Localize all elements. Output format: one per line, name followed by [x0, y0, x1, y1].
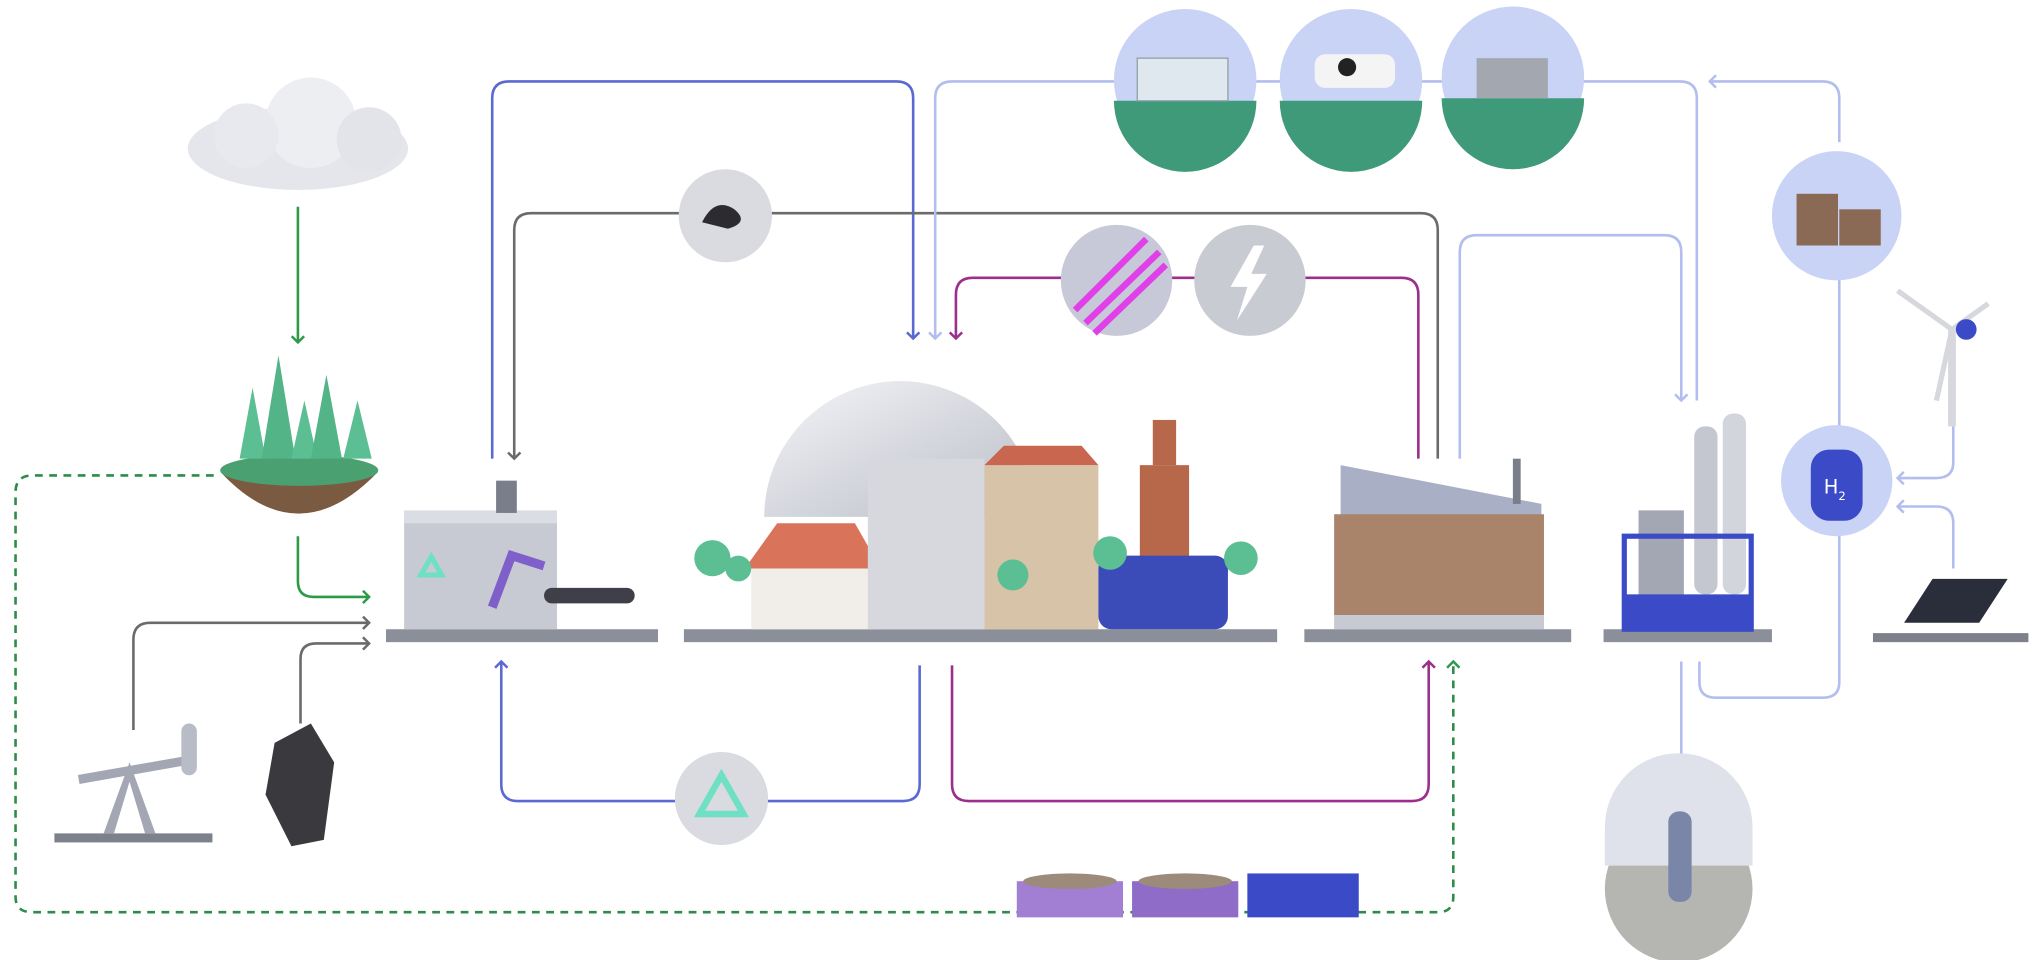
flow-arrow: [298, 536, 369, 597]
flow-arrow: [1710, 81, 1840, 142]
circular-economy-diagram: H2: [0, 0, 2031, 960]
flow-arrow: [1898, 506, 1954, 568]
cloud: [188, 78, 408, 190]
flow-arrow: [1460, 235, 1681, 459]
flow-arrow: [301, 643, 370, 723]
freight-train: [1017, 873, 1359, 917]
flow-arrow: [16, 475, 1454, 912]
recycle-circle: [675, 752, 768, 845]
flow-arrow: [133, 623, 369, 730]
hydrogen-subscript: 2: [1838, 489, 1845, 503]
wind-turbine: [1898, 291, 1989, 427]
city: [684, 381, 1277, 642]
oil-pump: [54, 724, 212, 843]
coal-rock: [266, 724, 335, 847]
power-plant: [1304, 459, 1571, 642]
fiber-circle: [1061, 225, 1172, 336]
flow-arrow: [956, 278, 1418, 459]
recycling-factory: [386, 481, 658, 643]
hydrogen-symbol: H: [1824, 476, 1839, 499]
refinery: [1604, 413, 1772, 642]
flow-arrow: [1898, 426, 1954, 478]
forest: [220, 355, 378, 513]
flow-arrow: [952, 662, 1429, 802]
page: H2 (() => { const data = JSON.parse(docu…: [0, 0, 2031, 960]
solar-panel: [1873, 579, 2028, 642]
